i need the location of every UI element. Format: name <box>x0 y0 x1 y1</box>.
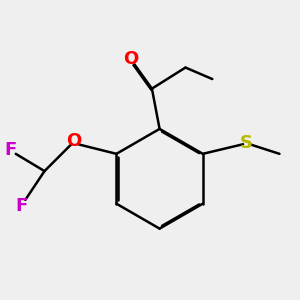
Text: F: F <box>15 196 28 214</box>
Text: O: O <box>67 132 82 150</box>
Text: F: F <box>5 141 17 159</box>
Text: S: S <box>239 134 252 152</box>
Text: O: O <box>123 50 138 68</box>
